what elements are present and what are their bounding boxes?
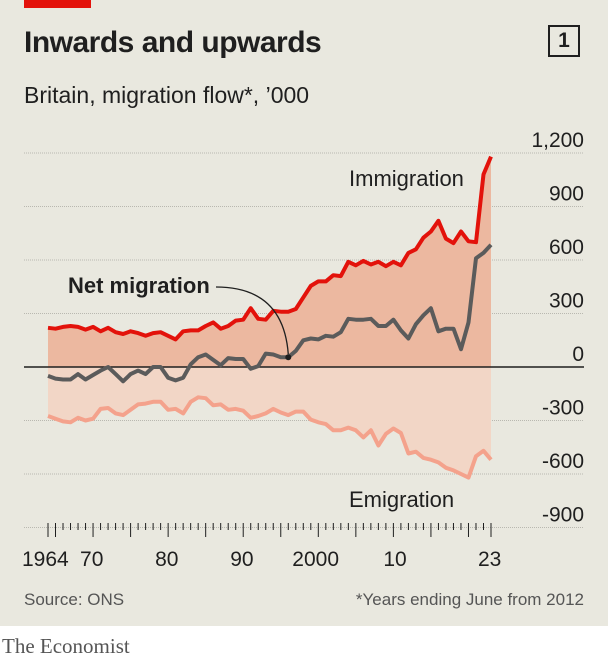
chart-number-badge: 1 (548, 25, 580, 57)
chart-card: Inwards and upwards 1 Britain, migration… (0, 0, 608, 626)
x-tick-label: 80 (155, 548, 178, 571)
chart-subtitle: Britain, migration flow*, ’000 (24, 82, 310, 108)
y-tick-label: 300 (549, 290, 584, 313)
footnote: *Years ending June from 2012 (355, 590, 584, 609)
x-tick-label: 70 (80, 548, 103, 571)
immigration-label: Immigration (349, 166, 464, 191)
x-tick-label: 2000 (292, 548, 339, 571)
x-tick-label: 90 (230, 548, 253, 571)
y-tick-label: -900 (542, 504, 584, 527)
y-tick-label: 0 (572, 343, 584, 366)
net-migration-line (47, 243, 493, 384)
economist-brand: The Economist (2, 634, 130, 658)
x-tick-label: 23 (478, 548, 501, 571)
y-tick-label: 900 (549, 183, 584, 206)
emigration-line (47, 395, 493, 480)
emigration-label: Emigration (349, 487, 454, 512)
emigration-area (48, 367, 491, 478)
net-migration-label: Net migration (68, 273, 210, 298)
migration-chart: 1,200 900 600 300 0 -300 -600 -900 Immigration Ne… (22, 129, 584, 571)
chart-title: Inwards and upwards (24, 26, 322, 59)
x-tick-label: 1964 (22, 548, 69, 571)
y-tick-label: 600 (549, 236, 584, 259)
brand-red-tag (24, 0, 91, 8)
net-migration-leader (215, 286, 289, 355)
immigration-line (47, 155, 493, 342)
net-migration-leader-dot (285, 354, 292, 361)
x-tick-label: 10 (383, 548, 406, 571)
source-note: Source: ONS (24, 590, 125, 609)
y-tick-label: 1,200 (531, 129, 584, 152)
y-tick-label: -600 (542, 450, 584, 473)
immigration-area (48, 156, 491, 367)
y-tick-label: -300 (542, 397, 584, 420)
